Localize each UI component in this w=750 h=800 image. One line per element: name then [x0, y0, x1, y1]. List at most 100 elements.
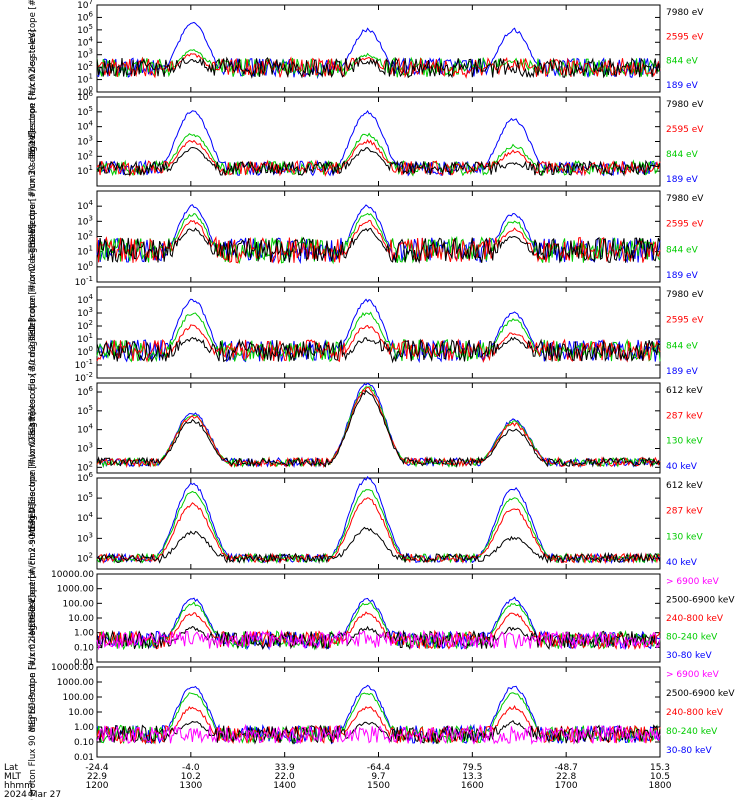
series-line	[96, 110, 661, 177]
x-tick-label-hhmm: 1300	[179, 781, 202, 791]
y-axis-label: MEPED Electron Flux 90 deg telescope [#/…	[28, 412, 38, 635]
x-tick-label-mlt: 22.8	[556, 772, 576, 782]
y-tick-label: 100	[77, 85, 93, 98]
y-tick-label: 100	[77, 345, 93, 358]
series-line	[96, 204, 661, 265]
legend-entry: 7980 eV	[666, 290, 704, 300]
panel-8: 0.01 0.10 1.00 10.00 100.00 1000.00 10000.00 ME…	[28, 595, 735, 800]
legend-entry: 40 keV	[666, 558, 698, 568]
y-tick-label: 104	[77, 511, 93, 524]
y-tick-label: 1000.00	[57, 678, 94, 688]
y-tick-label: 101	[77, 332, 93, 345]
y-axis-label: MEPED Proton Flux 90 deg telescope [#/cm…	[28, 595, 38, 800]
legend-entry: 844 eV	[666, 150, 699, 160]
legend-entry: 30-80 keV	[666, 651, 712, 661]
y-tick-label: 107	[77, 0, 93, 11]
panel-frame	[96, 96, 661, 187]
y-tick-label: 105	[77, 105, 93, 118]
y-tick-label: 10.00	[68, 708, 94, 718]
y-tick-label: 10-1	[75, 275, 93, 288]
y-tick-label: 106	[77, 471, 93, 484]
x-tick-label-lat: -48.7	[555, 763, 578, 773]
legend-entry: 2500-6900 keV	[666, 689, 735, 699]
y-tick-label: 103	[77, 135, 93, 148]
series-line	[96, 138, 661, 177]
y-tick-label: 103	[77, 214, 93, 227]
legend-entry: 80-240 keV	[666, 633, 718, 643]
y-tick-label: 104	[77, 120, 93, 133]
y-tick-label: 106	[77, 90, 93, 103]
series-line	[96, 723, 661, 745]
x-tick-label-mlt: 22.9	[87, 772, 107, 782]
legend-entry: 189 eV	[666, 271, 699, 281]
x-tick-label-hhmm: 1600	[461, 781, 484, 791]
legend-entry: 130 keV	[666, 437, 703, 447]
y-tick-label: 10000.00	[51, 570, 94, 580]
y-tick-label: 102	[77, 149, 93, 162]
legend-entry: 287 keV	[666, 507, 703, 517]
y-axis-label: TED Proton Flux 0 deg telescope [#/cm2-s…	[28, 131, 38, 343]
legend-entry: 189 eV	[666, 175, 699, 185]
x-tick-label-lat: 33.9	[275, 763, 295, 773]
y-axis-label: TED Electron Flux 0 deg telescope [#/cm2…	[28, 0, 38, 159]
y-tick-label: 100.00	[63, 693, 95, 703]
legend-entry: 2595 eV	[666, 32, 704, 42]
series-line	[96, 601, 661, 651]
legend-entry: 7980 eV	[666, 100, 704, 110]
x-row-label: MLT	[4, 772, 22, 782]
legend-entry: 844 eV	[666, 341, 699, 351]
x-tick-label-hhmm: 1800	[649, 781, 672, 791]
y-tick-label: 101	[77, 73, 93, 86]
y-tick-label: 0.01	[74, 658, 94, 668]
y-axis-label: MEPED Proton Flux 0 deg telescope [#/cm2…	[28, 504, 38, 733]
y-tick-label: 106	[77, 10, 93, 23]
legend-entry: 612 keV	[666, 481, 703, 491]
legend-entry: 7980 eV	[666, 8, 704, 18]
series-line	[96, 53, 661, 79]
y-tick-label: 104	[77, 199, 93, 212]
x-tick-label-mlt: 9.7	[371, 772, 385, 782]
y-tick-label: 102	[77, 460, 93, 473]
y-tick-label: 103	[77, 48, 93, 61]
x-tick-label-lat: -64.4	[367, 763, 391, 773]
y-tick-label: 104	[77, 35, 93, 48]
x-tick-label-mlt: 10.5	[650, 772, 670, 782]
y-tick-label: 101	[77, 164, 93, 177]
legend-entry: 80-240 keV	[666, 727, 718, 737]
y-tick-label: 0.10	[74, 738, 94, 748]
legend-entry: 844 eV	[666, 57, 699, 67]
legend-entry: 240-800 keV	[666, 614, 724, 624]
legend-entry: 7980 eV	[666, 194, 704, 204]
y-tick-label: 100.00	[63, 599, 95, 609]
y-tick-label: 100	[77, 260, 93, 273]
legend-entry: 287 keV	[666, 411, 703, 421]
panel-frame	[96, 4, 661, 93]
y-tick-label: 1000.00	[57, 585, 94, 595]
legend-entry: 612 keV	[666, 386, 703, 396]
x-tick-label-lat: -4.0	[182, 763, 200, 773]
x-tick-label-lat: 15.3	[650, 763, 670, 773]
y-tick-label: 10-2	[75, 371, 93, 384]
y-axis-label: TED Proton Flux 30 deg telescope [#/cm2-…	[28, 224, 38, 442]
legend-entry: 240-800 keV	[666, 708, 724, 718]
series-line	[96, 704, 661, 745]
date-label: 2024 Mar 27	[4, 790, 61, 800]
y-axis-label: TED Electron Flux 30 deg telescope [#/cm…	[28, 29, 38, 254]
y-tick-label: 105	[77, 491, 93, 504]
series-line	[96, 625, 661, 651]
series-line	[96, 719, 661, 745]
y-tick-label: 102	[77, 319, 93, 332]
y-tick-label: 1.00	[74, 629, 94, 639]
y-tick-label: 0.01	[74, 753, 94, 763]
series-line	[96, 489, 661, 565]
x-tick-label-hhmm: 1200	[86, 781, 109, 791]
x-tick-label-mlt: 13.3	[462, 772, 482, 782]
y-tick-label: 105	[77, 404, 93, 417]
y-tick-label: 101	[77, 245, 93, 258]
series-line	[96, 475, 661, 565]
legend-entry: 2595 eV	[666, 220, 704, 230]
y-tick-label: 0.10	[74, 643, 94, 653]
y-tick-label: 103	[77, 441, 93, 454]
